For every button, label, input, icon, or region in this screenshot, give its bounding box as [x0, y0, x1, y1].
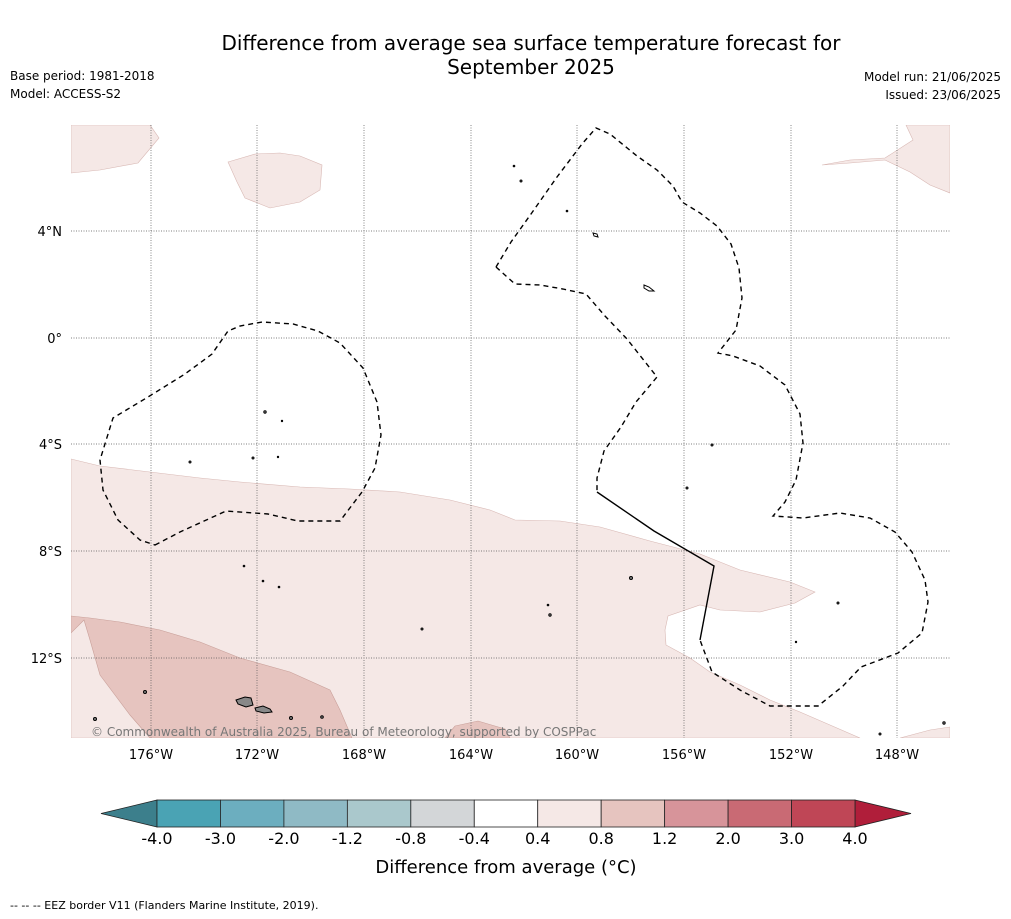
lon-label-156w: 156°W — [662, 748, 706, 763]
colorbar: -4.0 -3.0 -2.0 -1.2 -0.8 -0.4 0.4 0.8 1.2 2.0 3.0 4… — [100, 799, 912, 878]
anomaly-region-light-ne — [821, 125, 950, 194]
longitude-labels: 176°W 172°W 168°W 164°W 160°W 156°W 152°… — [129, 748, 919, 763]
island-dot — [546, 603, 550, 607]
eez-boundaries — [99, 127, 929, 707]
colorbar-tick-label: -1.2 — [332, 829, 363, 848]
colorbar-tick-label: -4.0 — [141, 829, 172, 848]
colorbar-segment — [220, 799, 285, 828]
island-dot — [277, 585, 281, 589]
eez-border-cook-islands — [596, 491, 715, 641]
island-savaii — [235, 696, 254, 708]
lon-label-164w: 164°W — [449, 748, 493, 763]
anomaly-region-light-se — [899, 726, 950, 738]
colorbar-segment — [473, 799, 539, 828]
island-dot — [143, 690, 147, 694]
lon-label-176w: 176°W — [129, 748, 173, 763]
islands — [93, 164, 946, 736]
eez-border-kiribati-west — [495, 266, 658, 492]
island-dot — [93, 717, 97, 721]
island-dot — [512, 164, 516, 168]
model-run: Model run: 21/06/2025 — [863, 70, 1001, 84]
island-kiritimati — [592, 232, 599, 238]
anomaly-region-light-nw — [71, 125, 160, 174]
island-dot — [289, 716, 293, 720]
model-name: Model: ACCESS-S2 — [10, 87, 122, 101]
colorbar-segment — [791, 799, 856, 828]
lat-label-4n: 4°N — [38, 225, 63, 240]
colorbar-tick-label: -2.0 — [268, 829, 299, 848]
lat-label-12s: 12°S — [31, 652, 62, 667]
island-dot — [878, 732, 882, 736]
issued-date: Issued: 23/06/2025 — [885, 88, 1001, 102]
island-dot — [836, 601, 840, 605]
copyright-notice: © Commonwealth of Australia 2025, Bureau… — [91, 725, 596, 739]
lon-label-152w: 152°W — [769, 748, 813, 763]
colorbar-segment — [664, 799, 729, 828]
colorbar-tick-label: 0.8 — [588, 829, 613, 848]
colorbar-tick-label: 2.0 — [715, 829, 740, 848]
colorbar-tick-label: 1.2 — [652, 829, 677, 848]
colorbar-segment — [410, 799, 475, 828]
anomaly-region-medium-sw — [71, 615, 353, 738]
island-dot — [261, 579, 265, 583]
colorbar-segment — [727, 799, 792, 828]
island-dot — [320, 715, 324, 719]
colorbar-segment — [346, 799, 412, 828]
colorbar-tick-label: -3.0 — [205, 829, 236, 848]
eez-footnote: -- -- -- EEZ border V11 (Flanders Marine… — [10, 899, 319, 912]
colorbar-over-arrow — [854, 799, 912, 828]
meta-right: Model run: 21/06/2025 Issued: 23/06/2025 — [864, 68, 1001, 104]
anomaly-region-medium-small — [444, 720, 511, 738]
colorbar-segment — [156, 799, 221, 828]
colorbar-tick-label: 0.4 — [525, 829, 550, 848]
island-dot — [629, 576, 633, 580]
latitude-labels: 4°N 0° 4°S 8°S 12°S — [31, 225, 62, 667]
colorbar-under-arrow — [100, 799, 158, 828]
base-period: Base period: 1981-2018 — [10, 69, 155, 83]
colorbar-segment — [600, 799, 666, 828]
island-dot — [685, 486, 689, 490]
map-area: © Commonwealth of Australia 2025, Bureau… — [71, 125, 950, 739]
colorbar-segments — [156, 799, 856, 828]
lat-label-8s: 8°S — [39, 545, 62, 560]
island-manihiki — [643, 284, 656, 292]
colorbar-tick-label: -0.8 — [395, 829, 426, 848]
island-dot — [420, 627, 424, 631]
eez-border-samoa-tokelau — [99, 321, 382, 546]
colorbar-tick-label: 3.0 — [779, 829, 804, 848]
lat-label-0: 0° — [47, 332, 62, 347]
island-dot — [263, 410, 267, 414]
island-dot — [242, 564, 246, 568]
island-dot — [188, 460, 192, 464]
colorbar-labels: -4.0 -3.0 -2.0 -1.2 -0.8 -0.4 0.4 0.8 1.2 2.0 3.0 4… — [141, 829, 867, 848]
lon-label-172w: 172°W — [235, 748, 279, 763]
colorbar-segment — [283, 799, 348, 828]
island-dot — [942, 721, 946, 725]
island-dot — [794, 640, 798, 644]
lon-label-160w: 160°W — [555, 748, 599, 763]
island-upolu — [254, 705, 273, 714]
colorbar-tick-label: -0.4 — [459, 829, 490, 848]
eez-border-kiribati-north — [495, 127, 929, 707]
title-line-1: Difference from average sea surface temp… — [221, 31, 841, 55]
colorbar-segment — [537, 799, 602, 828]
island-dot — [710, 443, 714, 447]
island-dot — [519, 179, 523, 183]
island-dot — [276, 455, 280, 459]
colorbar-tick-label: 4.0 — [842, 829, 867, 848]
island-dot — [548, 613, 552, 617]
meta-left: Base period: 1981-2018 Model: ACCESS-S2 — [10, 67, 155, 103]
lat-label-4s: 4°S — [39, 438, 62, 453]
map-title: Difference from average sea surface temp… — [0, 31, 1011, 79]
colorbar-title: Difference from average (°C) — [375, 857, 636, 878]
lon-label-168w: 168°W — [342, 748, 386, 763]
island-dot — [565, 209, 569, 213]
anomaly-region-light-north — [227, 152, 323, 209]
island-dot — [251, 456, 255, 460]
island-dot — [280, 419, 284, 423]
title-line-2: September 2025 — [447, 55, 615, 79]
lon-label-148w: 148°W — [875, 748, 919, 763]
